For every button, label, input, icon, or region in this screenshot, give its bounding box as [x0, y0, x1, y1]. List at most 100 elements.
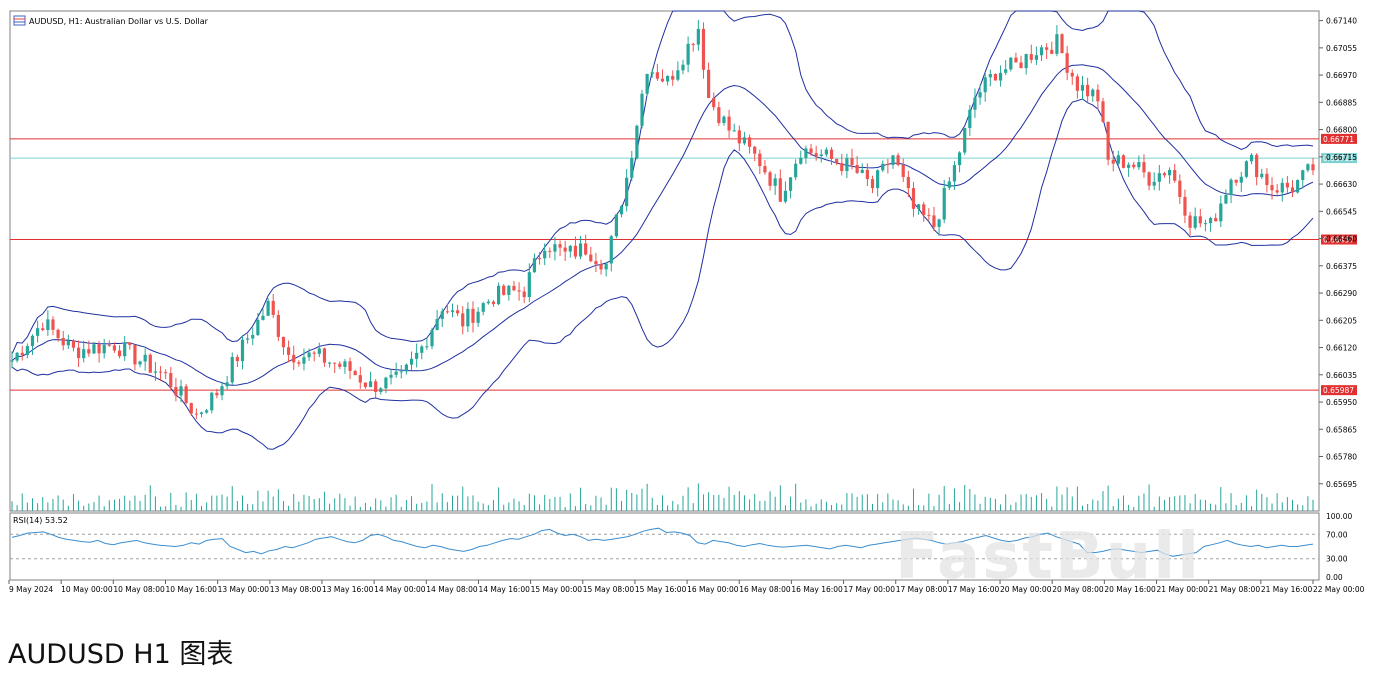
candle — [1229, 179, 1233, 196]
candle — [312, 352, 316, 354]
candle — [1214, 218, 1218, 222]
candle — [174, 387, 178, 396]
time-tick-label: 16 May 08:00 — [739, 585, 791, 594]
candle — [256, 319, 260, 335]
candle — [1106, 121, 1110, 160]
rsi-tick-label: 0.00 — [1326, 573, 1343, 582]
candle — [886, 163, 890, 165]
chart-window[interactable]: 0.66771 0.66711 0.66457 0.65987 100.00 70.00… — [0, 0, 1376, 600]
candle — [1039, 47, 1044, 56]
candle — [368, 381, 373, 388]
candle — [358, 375, 362, 383]
candle — [389, 374, 393, 378]
price-tick-label: 0.66800 — [1326, 126, 1357, 135]
candle — [686, 43, 690, 65]
candle — [15, 352, 19, 361]
time-tick-label: 22 May 00:00 — [1313, 585, 1365, 594]
price-tick-label: 0.66885 — [1326, 98, 1357, 107]
candle — [107, 344, 111, 346]
candle — [399, 371, 403, 373]
candle — [66, 340, 70, 346]
time-tick-label: 16 May 00:00 — [687, 585, 739, 594]
candle — [461, 313, 465, 327]
candle — [1183, 196, 1187, 216]
price-tick-label: 0.66120 — [1326, 344, 1357, 353]
candle — [133, 344, 137, 365]
candle — [466, 308, 470, 327]
price-tick-label: 0.66035 — [1326, 371, 1357, 380]
candle — [215, 392, 219, 396]
candle — [322, 348, 327, 363]
candle — [1198, 216, 1202, 224]
candle — [112, 345, 117, 351]
candle — [594, 261, 598, 265]
candle — [696, 28, 700, 45]
candle — [706, 69, 711, 98]
candle — [517, 290, 521, 292]
candle — [1014, 57, 1018, 63]
rsi-label: RSI(14) 53.52 — [13, 516, 68, 525]
candle — [456, 310, 460, 314]
candle — [1111, 159, 1115, 164]
candle — [1244, 161, 1249, 177]
candle — [184, 386, 188, 404]
candle — [548, 250, 552, 252]
price-tick-label: 0.66205 — [1326, 316, 1357, 325]
level-label: 0.66457 — [1323, 236, 1354, 245]
candle — [205, 410, 209, 413]
main-pane[interactable] — [9, 10, 1320, 512]
candle — [619, 206, 624, 215]
time-tick-label: 14 May 00:00 — [374, 585, 426, 594]
candle — [558, 244, 562, 248]
time-tick-label: 9 May 2024 — [9, 585, 53, 594]
time-tick-label: 13 May 16:00 — [322, 585, 374, 594]
candle — [1280, 182, 1284, 193]
candle — [486, 301, 490, 304]
candle — [1075, 76, 1079, 91]
candle — [1065, 53, 1069, 73]
candle — [1050, 49, 1054, 54]
candle — [640, 93, 644, 126]
candle — [563, 247, 567, 252]
candle — [814, 153, 818, 156]
price-tick-label: 0.66290 — [1326, 289, 1357, 298]
candle — [374, 381, 378, 393]
candle — [189, 403, 193, 414]
candle — [251, 334, 255, 339]
candle — [870, 179, 875, 189]
rsi-tick-label: 70.00 — [1326, 530, 1348, 539]
candle — [317, 348, 321, 354]
candle — [363, 382, 368, 388]
candle — [911, 188, 916, 209]
candle — [1137, 162, 1141, 168]
candle — [471, 308, 475, 323]
level-label: 0.66711 — [1323, 154, 1354, 163]
candle — [1173, 169, 1177, 181]
candle — [804, 148, 808, 158]
candle — [56, 329, 60, 339]
candle — [1147, 172, 1151, 186]
candle — [671, 75, 675, 80]
candle — [609, 236, 613, 264]
candle — [235, 356, 239, 362]
candle — [881, 163, 885, 171]
candle — [998, 72, 1003, 81]
candle — [476, 311, 480, 323]
candle — [1188, 215, 1192, 228]
candle — [404, 364, 408, 372]
rsi-pane[interactable] — [9, 512, 1320, 581]
time-tick-label: 14 May 08:00 — [426, 585, 478, 594]
candle — [20, 352, 24, 355]
price-chart[interactable]: 0.66771 0.66711 0.66457 0.65987 100.00 70.00… — [0, 0, 1376, 600]
candle — [922, 204, 926, 216]
time-tick-label: 15 May 08:00 — [583, 585, 635, 594]
candle — [138, 361, 142, 365]
time-tick-label: 17 May 08:00 — [896, 585, 948, 594]
candle — [199, 412, 204, 414]
price-tick-label: 0.67140 — [1326, 17, 1357, 26]
time-tick-label: 21 May 00:00 — [1157, 585, 1209, 594]
candle — [1009, 57, 1013, 70]
watermark-logo: FastBull — [895, 520, 1202, 594]
candle — [420, 346, 424, 353]
candle — [148, 354, 152, 373]
